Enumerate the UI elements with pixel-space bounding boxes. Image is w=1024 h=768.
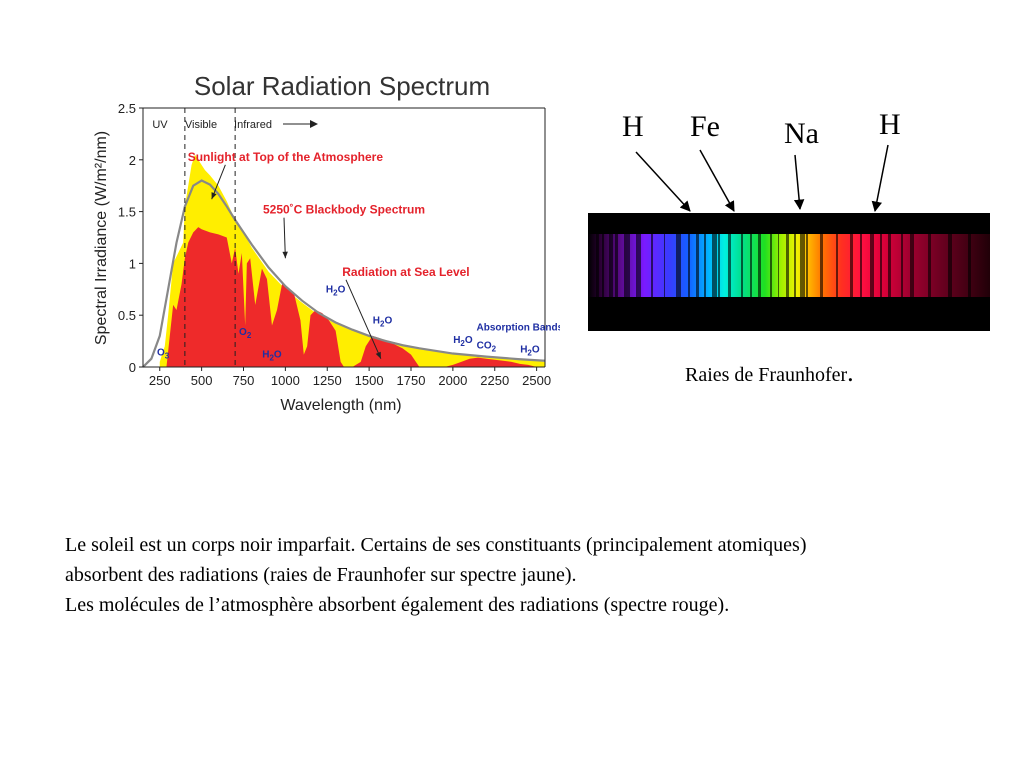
absorption-line — [676, 234, 681, 297]
x-tick-label: 750 — [233, 373, 255, 388]
y-tick-label: 2.5 — [118, 101, 136, 116]
region-label: UV — [152, 119, 168, 131]
annotation-arrow-line — [283, 217, 286, 259]
annotation-label: Sunlight at Top of the Atmosphere — [188, 150, 384, 164]
fraunhofer-pointers — [635, 144, 889, 213]
absorption-line — [602, 234, 604, 297]
region-label: Visible — [185, 119, 217, 131]
spectrum-caption: Raies de Fraunhofer. — [685, 358, 854, 387]
absorption-line — [870, 234, 874, 297]
fraunhofer-spectrum — [588, 213, 990, 331]
plot-area: 250 500 750 1000 1250 1500 1750 2000 2250 2500 0 0.… — [118, 101, 560, 388]
explanation-line-2: absorbent des radiations (raies de Fraun… — [65, 564, 577, 586]
annotation-arrow-head — [375, 351, 381, 359]
absorption-line — [712, 234, 717, 297]
absorption-line — [758, 234, 761, 297]
absorption-label: H2O — [326, 284, 346, 297]
explanation-text: Le soleil est un corps noir imparfait. C… — [65, 530, 1015, 620]
absorption-line — [786, 234, 789, 297]
x-tick-label: 2250 — [480, 373, 509, 388]
series-blackbody-line — [142, 179, 546, 368]
absorption-label: O2 — [239, 327, 252, 340]
visible-spectrum-band — [588, 234, 990, 297]
absorption-line — [728, 234, 731, 297]
absorption-label: CO2 — [477, 340, 497, 353]
absorption-label: O3 — [157, 348, 170, 361]
element-label-h-right: H — [879, 108, 901, 141]
absorption-line — [910, 234, 914, 297]
absorption-line — [820, 234, 823, 297]
annotation-arrow-head — [211, 192, 217, 200]
y-axis-label: Spectral Irradiance (W/m²/nm) — [93, 131, 110, 345]
absorption-line — [615, 234, 618, 297]
absorption-line — [850, 234, 853, 297]
y-tick-label: 1 — [129, 256, 136, 271]
absorption-line — [596, 234, 599, 297]
x-tick-label: 2000 — [438, 373, 467, 388]
infrared-arrow-head — [310, 120, 318, 128]
explanation-line-1: Le soleil est un corps noir imparfait. C… — [65, 534, 807, 556]
absorption-line — [696, 234, 699, 297]
y-tick-label: 0.5 — [118, 308, 136, 323]
y-tick-label: 2 — [129, 153, 136, 168]
x-tick-label: 250 — [149, 373, 171, 388]
absorption-line — [880, 234, 882, 297]
absorption-label: Absorption Bands — [477, 323, 560, 334]
x-tick-label: 1750 — [397, 373, 426, 388]
x-axis-label: Wavelength (nm) — [280, 397, 401, 414]
absorption-line — [624, 234, 630, 297]
absorption-line — [651, 234, 653, 297]
absorption-line — [718, 234, 720, 297]
x-tick-label: 2500 — [522, 373, 551, 388]
absorption-line — [741, 234, 743, 297]
absorption-line — [770, 234, 772, 297]
annotation-arrow-line — [345, 279, 382, 359]
element-label-na: Na — [784, 117, 819, 150]
series-sea-level-area — [166, 227, 545, 367]
absorption-line — [704, 234, 706, 297]
absorption-label: H2O — [520, 344, 540, 357]
absorption-line — [806, 234, 808, 297]
absorption-line — [750, 234, 752, 297]
absorption-line — [778, 234, 779, 297]
x-tick-label: 1250 — [313, 373, 342, 388]
x-tick-label: 1000 — [271, 373, 300, 388]
solar-spectrum-chart: Solar Radiation Spectrum 250 500 750 1000 12… — [93, 71, 560, 414]
element-label-h-left: H — [622, 110, 644, 143]
annotation-label: Radiation at Sea Level — [342, 265, 469, 279]
absorption-line — [836, 234, 838, 297]
absorption-label: H2O — [262, 350, 282, 363]
element-label-fe: Fe — [690, 110, 720, 143]
region-label: Infrared — [234, 119, 272, 131]
absorption-label: H2O — [453, 335, 473, 348]
chart-title: Solar Radiation Spectrum — [194, 71, 490, 101]
x-tick-label: 500 — [191, 373, 213, 388]
annotation-label: 5250˚C Blackbody Spectrum — [263, 203, 425, 217]
y-tick-label: 1.5 — [118, 205, 136, 220]
pointer-fe — [699, 149, 735, 212]
absorption-line — [948, 234, 952, 297]
absorption-line — [860, 234, 862, 297]
absorption-line — [928, 234, 931, 297]
y-tick-label: 0 — [129, 360, 136, 375]
absorption-line — [636, 234, 641, 297]
annotation-arrow-head — [282, 251, 288, 259]
pointer-h-right — [871, 144, 889, 213]
absorption-line — [800, 234, 805, 297]
absorption-line — [688, 234, 690, 297]
x-tick-label: 1500 — [355, 373, 384, 388]
caption-dot: . — [847, 358, 854, 387]
absorption-line — [968, 234, 971, 297]
explanation-line-3: Les molécules de l’atmosphère absorbent … — [65, 594, 730, 616]
absorption-line — [664, 234, 665, 297]
pointer-h-left — [635, 151, 691, 212]
pointer-na — [793, 154, 805, 211]
absorption-line — [888, 234, 891, 297]
absorption-line — [609, 234, 613, 297]
absorption-label: H2O — [373, 315, 393, 328]
absorption-line — [901, 234, 903, 297]
absorption-line — [794, 234, 796, 297]
